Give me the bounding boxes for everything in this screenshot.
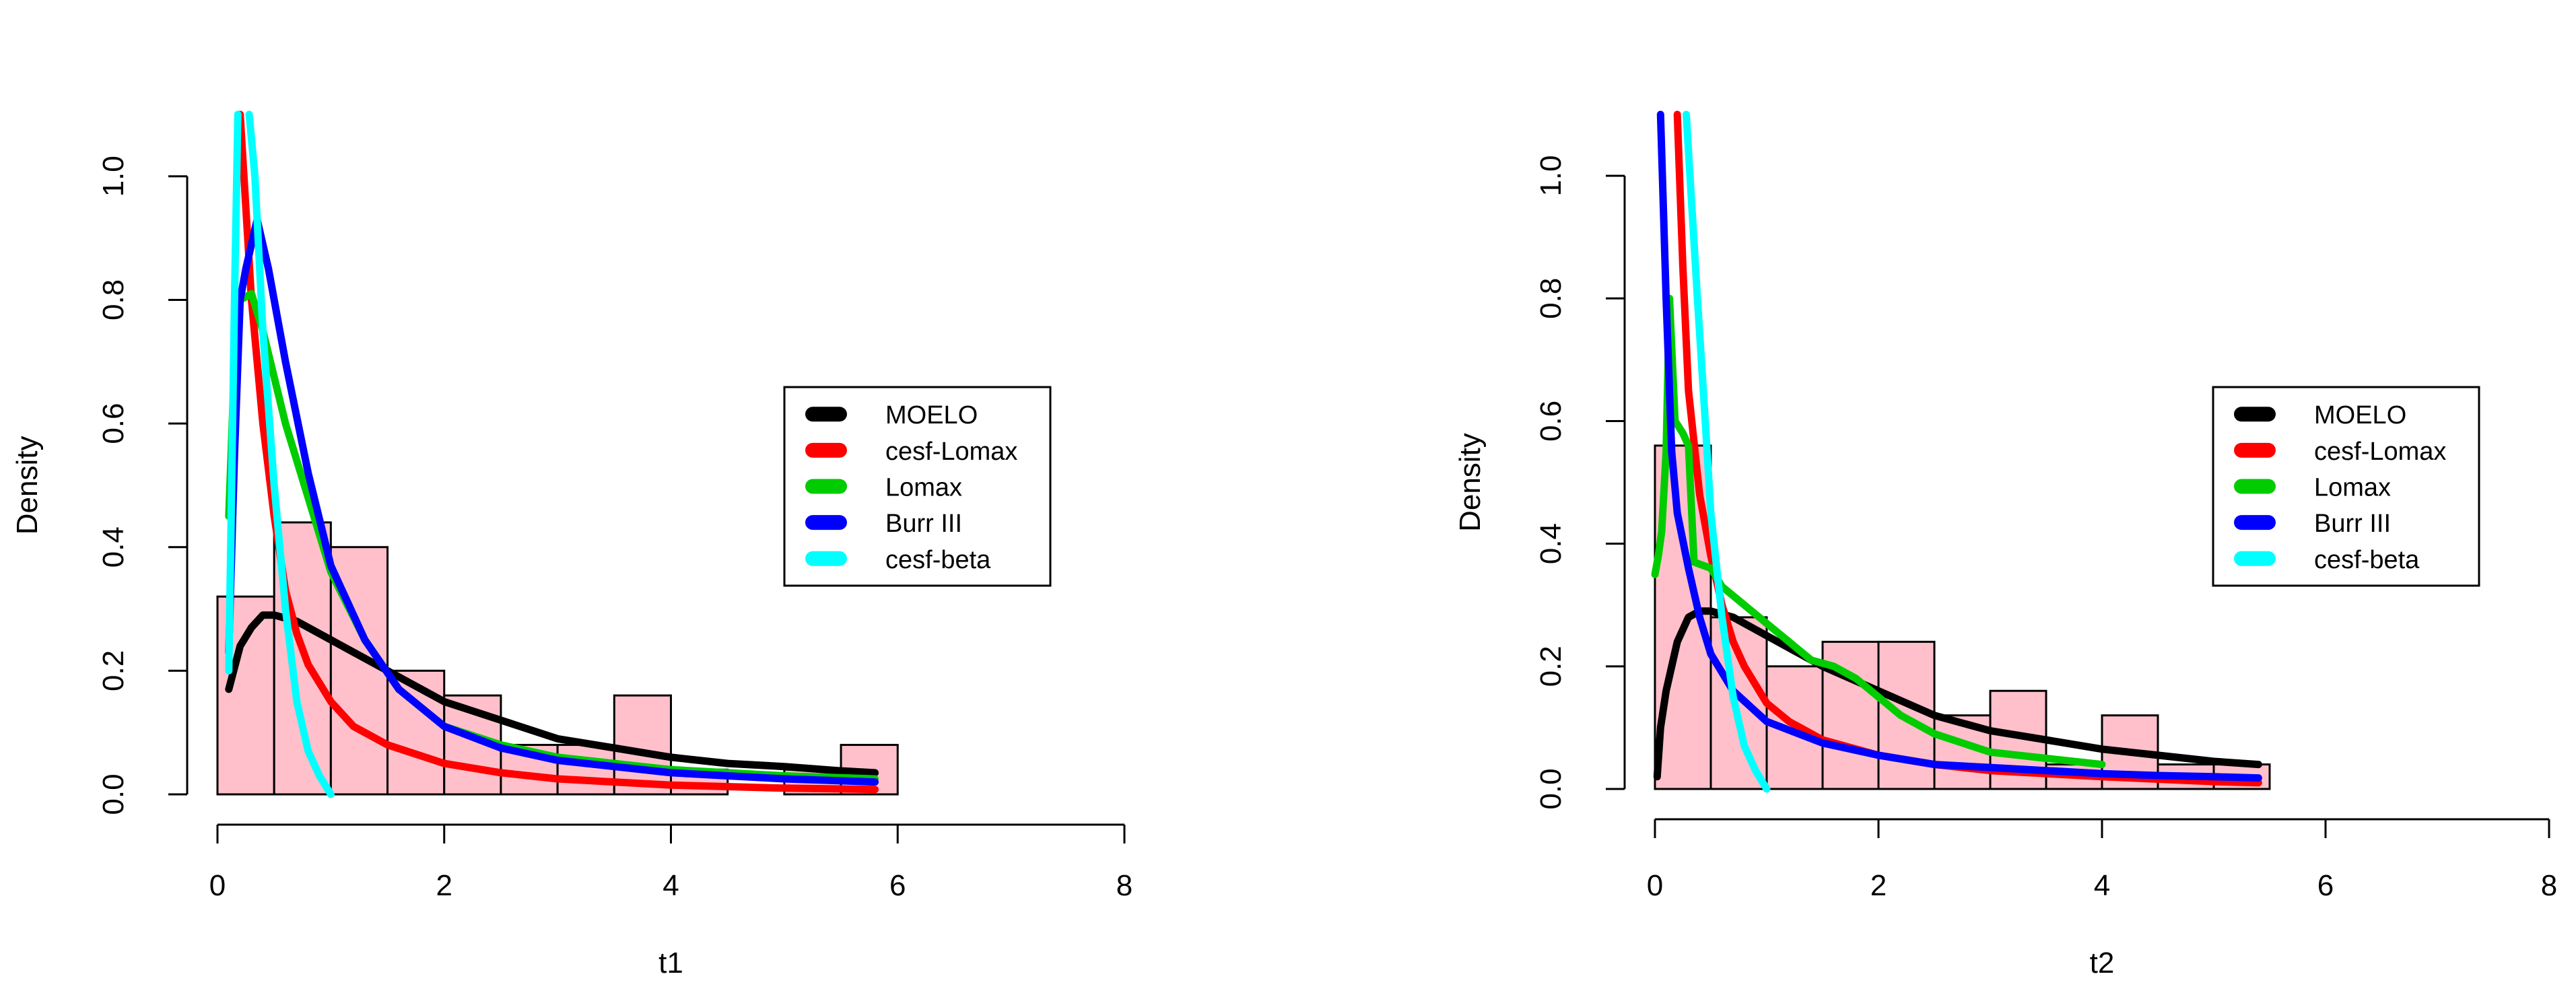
legend-label: MOELO <box>885 401 978 429</box>
y-tick-label: 0.4 <box>97 526 130 567</box>
x-tick-label: 6 <box>2317 869 2334 902</box>
legend-label: Burr III <box>885 510 962 538</box>
y-axis-label: Density <box>1454 433 1487 532</box>
legend-label: MOELO <box>2314 401 2406 429</box>
y-tick-label: 0.4 <box>1534 523 1567 564</box>
histogram-bar <box>613 694 672 796</box>
y-tick-label: 0.8 <box>1534 278 1567 319</box>
y-tick-label: 1.0 <box>97 156 130 197</box>
y-tick-label: 0.0 <box>1534 768 1567 809</box>
legend: MOELO cesf-Lomax Lomax Burr III cesf-beta <box>2212 386 2480 587</box>
density-curve-cesf-beta <box>245 110 335 798</box>
x-tick-label: 4 <box>663 869 679 902</box>
x-tick-label: 0 <box>209 869 226 902</box>
density-curve-cesf-lomax <box>236 110 879 794</box>
legend-label: Lomax <box>885 474 962 502</box>
x-axis-label: t1 <box>658 946 683 979</box>
y-tick-label: 0.8 <box>97 279 130 320</box>
density-curve-cesf-beta <box>225 110 242 675</box>
legend: MOELO cesf-Lomax Lomax Burr III cesf-beta <box>783 386 1052 587</box>
density-curve-moelo <box>1653 607 2262 781</box>
x-tick-label: 0 <box>1647 869 1663 902</box>
x-tick-label: 2 <box>1870 869 1887 902</box>
histogram-bar <box>1709 616 1768 790</box>
panel-t2: 0 2 4 6 8 0.0 0.2 0.4 0.6 0.8 1.0 t2 Density MOELO ces… <box>1454 110 2557 979</box>
legend-label: cesf-Lomax <box>2314 438 2446 466</box>
density-curve-cesf-beta <box>1683 110 1771 793</box>
legend-label: cesf-Lomax <box>885 438 1017 466</box>
x-tick-label: 4 <box>2094 869 2110 902</box>
y-axis-label: Density <box>11 436 44 535</box>
y-tick-label: 0.2 <box>1534 646 1567 687</box>
x-tick-label: 8 <box>1116 869 1132 902</box>
panel-t1: 0 2 4 6 8 0.0 0.2 0.4 0.6 0.8 1.0 t1 Density MOELO ces… <box>11 110 1132 979</box>
y-tick-label: 1.0 <box>1534 156 1567 197</box>
x-tick-label: 2 <box>436 869 452 902</box>
x-tick-label: 6 <box>889 869 906 902</box>
curves-group <box>1651 110 2262 793</box>
legend-label: cesf-beta <box>2314 546 2420 574</box>
density-curve-moelo <box>225 611 879 777</box>
x-tick-label: 8 <box>2541 869 2557 902</box>
curves-group <box>225 110 879 798</box>
legend-label: Lomax <box>2314 474 2391 502</box>
y-tick-label: 0.6 <box>97 403 130 444</box>
density-curve-burr-iii <box>1656 110 2262 782</box>
y-tick-label: 0.6 <box>1534 401 1567 442</box>
x-axis-label: t2 <box>2090 946 2115 979</box>
legend-label: cesf-beta <box>885 546 991 574</box>
y-tick-label: 0.2 <box>97 650 130 691</box>
y-tick-label: 0.0 <box>97 773 130 815</box>
density-curve-burr-iii <box>225 215 879 786</box>
histogram-bar <box>556 744 615 796</box>
legend-label: Burr III <box>2314 510 2391 538</box>
